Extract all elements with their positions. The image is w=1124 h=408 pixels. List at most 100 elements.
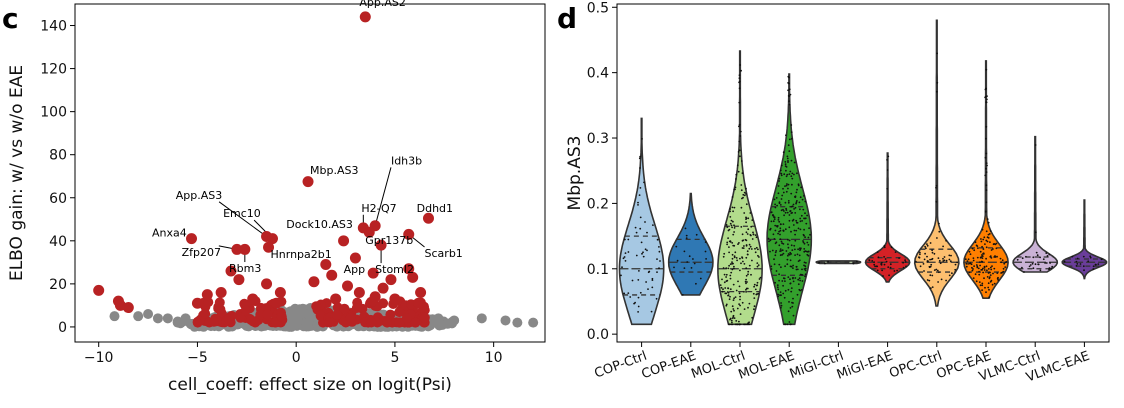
background-point — [512, 317, 523, 328]
observation-dot — [877, 256, 880, 259]
observation-dot — [733, 317, 736, 319]
x-tick: −5 — [187, 342, 208, 366]
observation-dot — [945, 279, 947, 282]
observation-dot — [780, 209, 783, 212]
observation-dot — [922, 263, 925, 265]
observation-dot — [786, 183, 788, 185]
observation-dot — [748, 323, 751, 326]
observation-dot — [658, 267, 660, 270]
significant-point — [261, 278, 273, 290]
observation-dot — [755, 236, 758, 239]
svg-text:100: 100 — [40, 105, 67, 121]
observation-dot — [639, 187, 642, 189]
observation-dot — [755, 284, 758, 287]
observation-dot — [736, 259, 738, 262]
observation-dot — [751, 238, 754, 240]
gene-label-app: App — [344, 263, 366, 276]
observation-dot — [725, 304, 728, 307]
observation-dot — [771, 249, 774, 252]
observation-dot — [797, 278, 800, 281]
observation-dot — [731, 253, 734, 256]
observation-dot — [779, 229, 782, 232]
observation-dot — [727, 267, 730, 270]
observation-dot — [1021, 257, 1024, 260]
observation-dot — [635, 231, 638, 234]
observation-dot — [741, 233, 744, 236]
observation-dot — [905, 265, 907, 268]
observation-dot — [743, 263, 746, 265]
observation-dot — [800, 247, 802, 250]
gene-label-dock10-as3: Dock10.AS3 — [286, 218, 353, 231]
observation-dot — [933, 252, 936, 255]
observation-dot — [985, 167, 987, 170]
observation-dot — [977, 267, 980, 270]
observation-dot — [919, 265, 922, 268]
observation-dot — [721, 278, 723, 281]
observation-dot — [776, 284, 779, 287]
observation-dot — [725, 273, 728, 276]
observation-dot — [792, 203, 795, 206]
observation-dot — [748, 243, 751, 246]
gene-label-gpr137b: Gpr137b — [365, 234, 413, 247]
observation-dot — [739, 295, 741, 298]
significant-point — [377, 282, 389, 294]
observation-dot — [988, 233, 991, 235]
significant-point — [401, 313, 412, 324]
observation-dot — [737, 151, 740, 153]
observation-dot — [990, 268, 993, 271]
observation-dot — [985, 152, 988, 155]
observation-dot — [627, 238, 630, 241]
observation-dot — [769, 239, 772, 242]
observation-dot — [733, 267, 735, 270]
observation-dot — [651, 279, 654, 281]
observation-dot — [639, 216, 642, 219]
point-app — [349, 252, 361, 264]
observation-dot — [773, 263, 776, 266]
background-points — [109, 309, 539, 328]
observation-dot — [731, 268, 734, 271]
observation-dot — [807, 251, 809, 253]
observation-dot — [924, 252, 926, 255]
observation-dot — [754, 288, 757, 291]
observation-dot — [787, 201, 790, 204]
observation-dot — [719, 284, 722, 286]
observation-dot — [732, 283, 735, 286]
observation-dot — [750, 273, 752, 276]
observation-dot — [788, 95, 791, 97]
observation-dot — [739, 313, 742, 315]
observation-dot — [881, 261, 883, 264]
observation-dot — [801, 198, 804, 201]
observation-dot — [799, 217, 802, 220]
observation-dot — [1034, 231, 1037, 234]
observation-dot — [987, 268, 990, 270]
violin-opc-ctrl — [913, 19, 960, 307]
observation-dot — [927, 260, 929, 263]
observation-dot — [624, 238, 626, 241]
observation-dot — [746, 250, 749, 253]
observation-dot — [785, 209, 788, 212]
observation-dot — [876, 269, 879, 272]
observation-dot — [780, 174, 783, 177]
observation-dot — [790, 159, 793, 162]
observation-dot — [982, 267, 984, 270]
observation-dot — [745, 216, 747, 219]
observation-dot — [733, 244, 736, 247]
observation-dot — [780, 306, 782, 309]
observation-dot — [725, 267, 728, 269]
significant-point — [351, 303, 362, 313]
svg-text:0.3: 0.3 — [587, 131, 609, 147]
y-tick: 0 — [58, 320, 75, 336]
observation-dot — [741, 172, 744, 175]
background-point — [172, 317, 183, 328]
observation-dot — [637, 311, 639, 313]
observation-dot — [784, 323, 787, 326]
observation-dot — [794, 212, 797, 214]
observation-dot — [738, 303, 740, 305]
observation-dot — [752, 231, 754, 234]
observation-dot — [729, 240, 732, 243]
observation-dot — [989, 241, 991, 244]
observation-dot — [641, 138, 643, 140]
observation-dot — [931, 286, 934, 288]
observation-dot — [726, 226, 729, 229]
